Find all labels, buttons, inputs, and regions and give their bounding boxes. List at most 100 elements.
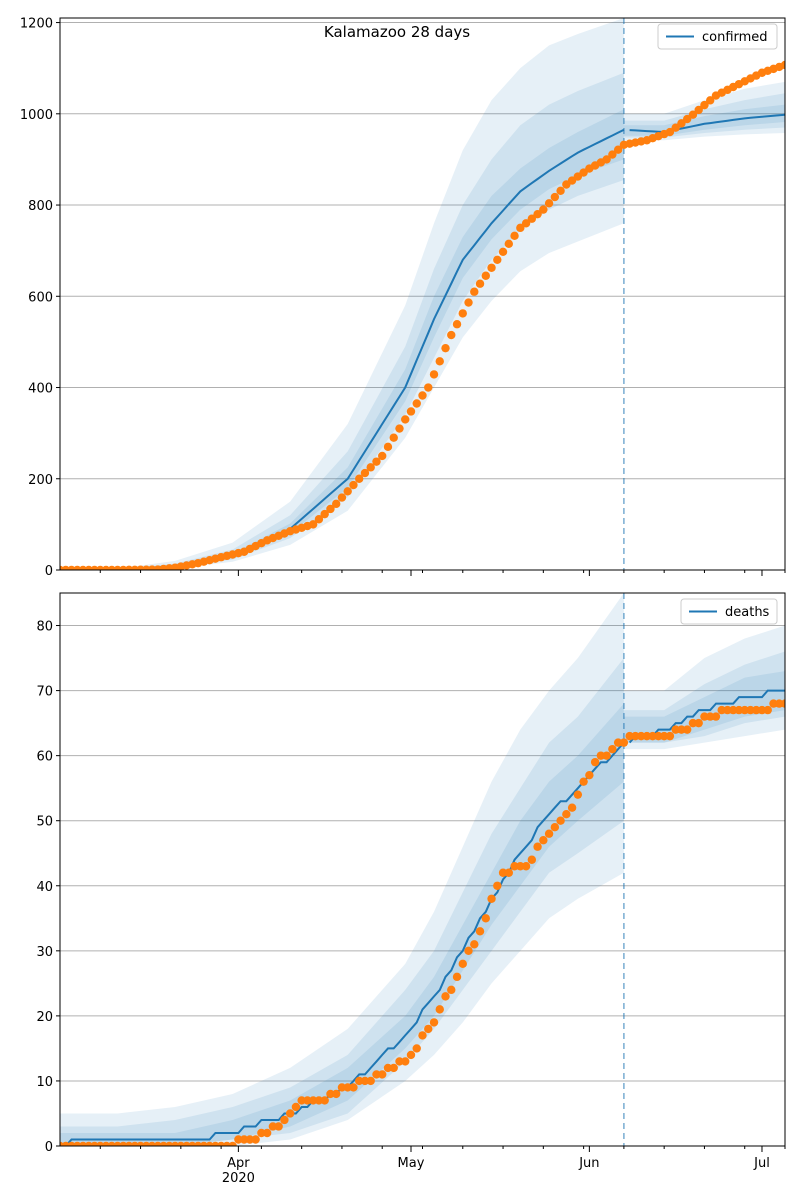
observed-point [700, 100, 709, 110]
observed-point [602, 751, 611, 760]
observed-point [665, 731, 675, 741]
observed-point [343, 487, 352, 496]
observed-point [780, 60, 785, 70]
legend-label: deaths [725, 605, 770, 620]
y-tick-label: 1000 [20, 108, 53, 123]
observed-point [711, 712, 721, 721]
observed-point [671, 725, 680, 734]
legend-label: confirmed [702, 30, 768, 45]
observed-point [602, 155, 611, 164]
observed-point [320, 509, 329, 519]
y-tick-label: 800 [28, 199, 53, 214]
uncertainty-band [60, 658, 624, 1146]
observed-point [717, 705, 726, 715]
observed-point [424, 383, 433, 392]
observed-point [757, 705, 767, 715]
y-tick-label: 60 [36, 750, 53, 765]
observed-point [314, 515, 324, 524]
observed-point [360, 1076, 370, 1086]
observed-point [556, 186, 565, 195]
observed-point [682, 725, 692, 734]
y-tick-label: 400 [28, 382, 53, 397]
observed-point [429, 370, 439, 379]
observed-point [590, 757, 600, 767]
observed-point [734, 705, 744, 715]
observed-point [378, 451, 387, 461]
observed-point [740, 705, 749, 715]
observed-point [688, 110, 698, 119]
observed-point [585, 770, 594, 780]
x-tick-label: Jul [753, 1156, 770, 1171]
observed-point [366, 463, 375, 472]
uncertainty-band [60, 72, 624, 570]
observed-point [487, 263, 496, 272]
observed-point [677, 725, 686, 734]
observed-point [527, 855, 537, 864]
observed-point [533, 842, 542, 851]
observed-point [705, 712, 715, 721]
observed-point [331, 1089, 341, 1099]
observed-point [539, 836, 548, 845]
observed-point [349, 1083, 358, 1092]
observed-point [608, 744, 617, 754]
observed-point [746, 705, 755, 715]
observed-point [326, 504, 335, 514]
observed-point [234, 1135, 243, 1144]
plot-area [60, 18, 785, 570]
observed-point [441, 343, 450, 353]
observed-point [521, 219, 531, 228]
y-tick-label: 30 [36, 945, 53, 960]
y-tick-label: 80 [36, 620, 53, 635]
observed-point [435, 1005, 444, 1014]
observed-point [659, 731, 669, 741]
observed-point [504, 868, 514, 877]
uncertainty-band [623, 671, 785, 743]
uncertainty-band [623, 93, 785, 138]
observed-point [291, 1102, 301, 1112]
observed-point [257, 1128, 266, 1138]
observed-point [516, 862, 525, 871]
observed-point [395, 1057, 404, 1066]
observed-point [527, 214, 537, 223]
observed-point [769, 699, 778, 708]
deaths-chart-panel: 0 10 20 30 40 50 60 70 80 deaths [36, 592, 786, 1155]
observed-point [280, 1115, 289, 1125]
observed-point [343, 1083, 352, 1092]
observed-point [481, 271, 490, 280]
observed-point [608, 150, 617, 159]
observed-point [337, 493, 347, 502]
observed-point [665, 127, 675, 137]
observed-point [395, 424, 404, 433]
observed-point [516, 223, 525, 233]
observed-point [268, 1122, 278, 1131]
x-tick-year-label: 2020 [222, 1171, 255, 1186]
observed-point [636, 731, 646, 741]
observed-point [573, 790, 583, 799]
observed-point [470, 940, 479, 949]
observed-point [521, 862, 531, 871]
plot-area [60, 593, 785, 1146]
observed-point [648, 731, 657, 741]
observed-point [654, 731, 663, 741]
legend-box [657, 23, 778, 50]
y-tick-label: 1200 [20, 17, 53, 32]
observed-point [688, 718, 698, 728]
observed-point [435, 357, 444, 366]
observed-point [331, 499, 341, 509]
observed-point [239, 1135, 249, 1144]
observed-point [418, 1031, 427, 1040]
uncertainty-band [623, 81, 785, 141]
observed-point [452, 320, 462, 329]
model-line-forecast [629, 113, 785, 134]
observed-point [308, 520, 318, 529]
observed-point [567, 803, 577, 812]
observed-point [297, 1096, 306, 1105]
observed-point [355, 1076, 364, 1086]
legend-confirmed: confirmed [657, 23, 778, 50]
figure-title: Kalamazoo 28 days [324, 23, 470, 41]
observed-point [671, 123, 680, 132]
y-tick-label: 600 [28, 290, 53, 305]
y-tick-label: 50 [36, 815, 53, 830]
